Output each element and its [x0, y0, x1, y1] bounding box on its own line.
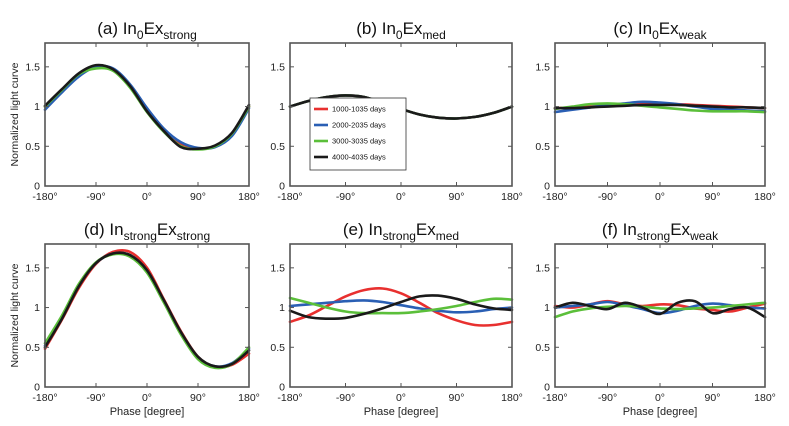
y-tick-label: 1	[544, 302, 550, 314]
legend-entry-4: 4000-4035 days	[332, 153, 386, 162]
axes-frame	[554, 243, 766, 388]
x-tick-label: -180°	[277, 392, 302, 404]
x-axis-label: Phase [degree]	[364, 406, 439, 418]
x-tick-label: -180°	[277, 191, 302, 203]
panel-title: (e) InstrongExmed	[343, 220, 459, 243]
y-tick-label: 0	[34, 382, 40, 394]
y-tick-label: 0	[34, 181, 40, 193]
legend-entry-2: 2000-2035 days	[332, 121, 386, 130]
x-tick-label: 180°	[501, 392, 523, 404]
axes-frame	[44, 42, 250, 187]
panel-c: -180° -90° 0° 90° 180° 0 0.5 1 1.5 (c) In0Exweak	[535, 19, 775, 203]
legend: 1000-1035 days 2000-2035 days 3000-3035 da…	[309, 97, 407, 171]
x-tick-label: 90°	[449, 392, 465, 404]
y-tick-label: 0.5	[535, 342, 550, 354]
y-axis-label: Normalized light curve	[9, 263, 21, 367]
x-tick-label: -180°	[542, 191, 567, 203]
x-tick-label: 180°	[238, 392, 260, 404]
series-line-2	[288, 299, 514, 314]
series-line-4	[43, 251, 251, 369]
x-tick-label: 0°	[396, 191, 406, 203]
series-line-1	[43, 248, 251, 369]
x-tick-label: 0°	[655, 392, 665, 404]
x-tick-label: 90°	[449, 191, 465, 203]
y-tick-label: 1.5	[535, 61, 550, 73]
y-tick-label: 0.5	[270, 342, 285, 354]
axes-frame	[554, 42, 766, 187]
panel-title: (c) In0Exweak	[613, 19, 707, 42]
y-tick-label: 1	[279, 302, 285, 314]
y-tick-label: 0	[544, 181, 550, 193]
y-axis-label: Normalized light curve	[9, 62, 21, 166]
panel-f: -180° -90° 0° 90° 180° 0 0.5 1 1.5 (f) InstrongEx…	[535, 220, 775, 418]
panel-e: -180° -90° 0° 90° 180° 0 0.5 1 1.5 (e) InstrongEx…	[270, 220, 522, 418]
series-line-4	[553, 299, 767, 319]
x-tick-label: -180°	[32, 392, 57, 404]
series-line-3	[553, 301, 767, 319]
y-tick-label: 0.5	[270, 141, 285, 153]
series-line-1	[288, 287, 514, 327]
x-tick-label: 90°	[705, 392, 721, 404]
series-line-4	[288, 294, 514, 321]
series-line-4	[43, 63, 251, 151]
x-tick-label: 0°	[142, 191, 152, 203]
y-tick-label: 1.5	[25, 262, 40, 274]
panel-title: (b) In0Exmed	[356, 19, 446, 42]
axes-frame	[289, 243, 513, 388]
x-tick-label: -90°	[336, 392, 355, 404]
y-tick-label: 1.5	[270, 61, 285, 73]
x-tick-label: -90°	[86, 191, 105, 203]
y-tick-label: 0	[279, 382, 285, 394]
panel-title: (f) InstrongExweak	[602, 220, 719, 243]
y-tick-label: 0.5	[25, 342, 40, 354]
series-line-3	[553, 102, 767, 114]
x-tick-label: -90°	[336, 191, 355, 203]
panel-title: (a) In0Exstrong	[97, 19, 197, 42]
y-tick-label: 1.5	[535, 262, 550, 274]
legend-entry-3: 3000-3035 days	[332, 137, 386, 146]
panel-title: (d) InstrongExstrong	[84, 220, 210, 243]
y-tick-label: 1	[34, 101, 40, 113]
legend-entry-1: 1000-1035 days	[332, 105, 386, 114]
x-tick-label: -90°	[86, 392, 105, 404]
x-tick-label: -180°	[542, 392, 567, 404]
y-tick-label: 0	[544, 382, 550, 394]
x-tick-label: 90°	[190, 191, 206, 203]
y-tick-label: 1	[279, 101, 285, 113]
x-tick-label: 90°	[190, 392, 206, 404]
x-tick-label: -90°	[598, 191, 617, 203]
x-tick-label: 180°	[238, 191, 260, 203]
x-tick-label: 0°	[655, 191, 665, 203]
panel-b: -180° -90° 0° 90° 180° 0 0.5 1 1.5 (b) In0Exmed 10…	[270, 19, 522, 203]
panel-a: -180° -90° 0° 90° 180° 0 0.5 1 1.5 (a) In0Exstron…	[9, 19, 260, 203]
x-tick-label: -90°	[598, 392, 617, 404]
y-tick-label: 0	[279, 181, 285, 193]
x-axis-label: Phase [degree]	[623, 406, 698, 418]
y-tick-label: 1.5	[270, 262, 285, 274]
x-tick-label: -180°	[32, 191, 57, 203]
x-tick-label: 180°	[754, 392, 776, 404]
panel-d: -180° -90° 0° 90° 180° 0 0.5 1 1.5 (d) InstrongEx…	[9, 220, 260, 418]
series-line-3	[288, 296, 514, 315]
x-tick-label: 0°	[396, 392, 406, 404]
series-line-4	[553, 103, 767, 110]
series-line-2	[43, 64, 251, 150]
x-tick-label: 90°	[705, 191, 721, 203]
y-tick-label: 0.5	[25, 141, 40, 153]
y-tick-label: 0.5	[535, 141, 550, 153]
x-axis-label: Phase [degree]	[110, 406, 185, 418]
x-tick-label: 180°	[754, 191, 776, 203]
x-tick-label: 0°	[142, 392, 152, 404]
y-tick-label: 1	[544, 101, 550, 113]
y-tick-label: 1.5	[25, 61, 40, 73]
x-tick-label: 180°	[501, 191, 523, 203]
y-tick-label: 1	[34, 302, 40, 314]
